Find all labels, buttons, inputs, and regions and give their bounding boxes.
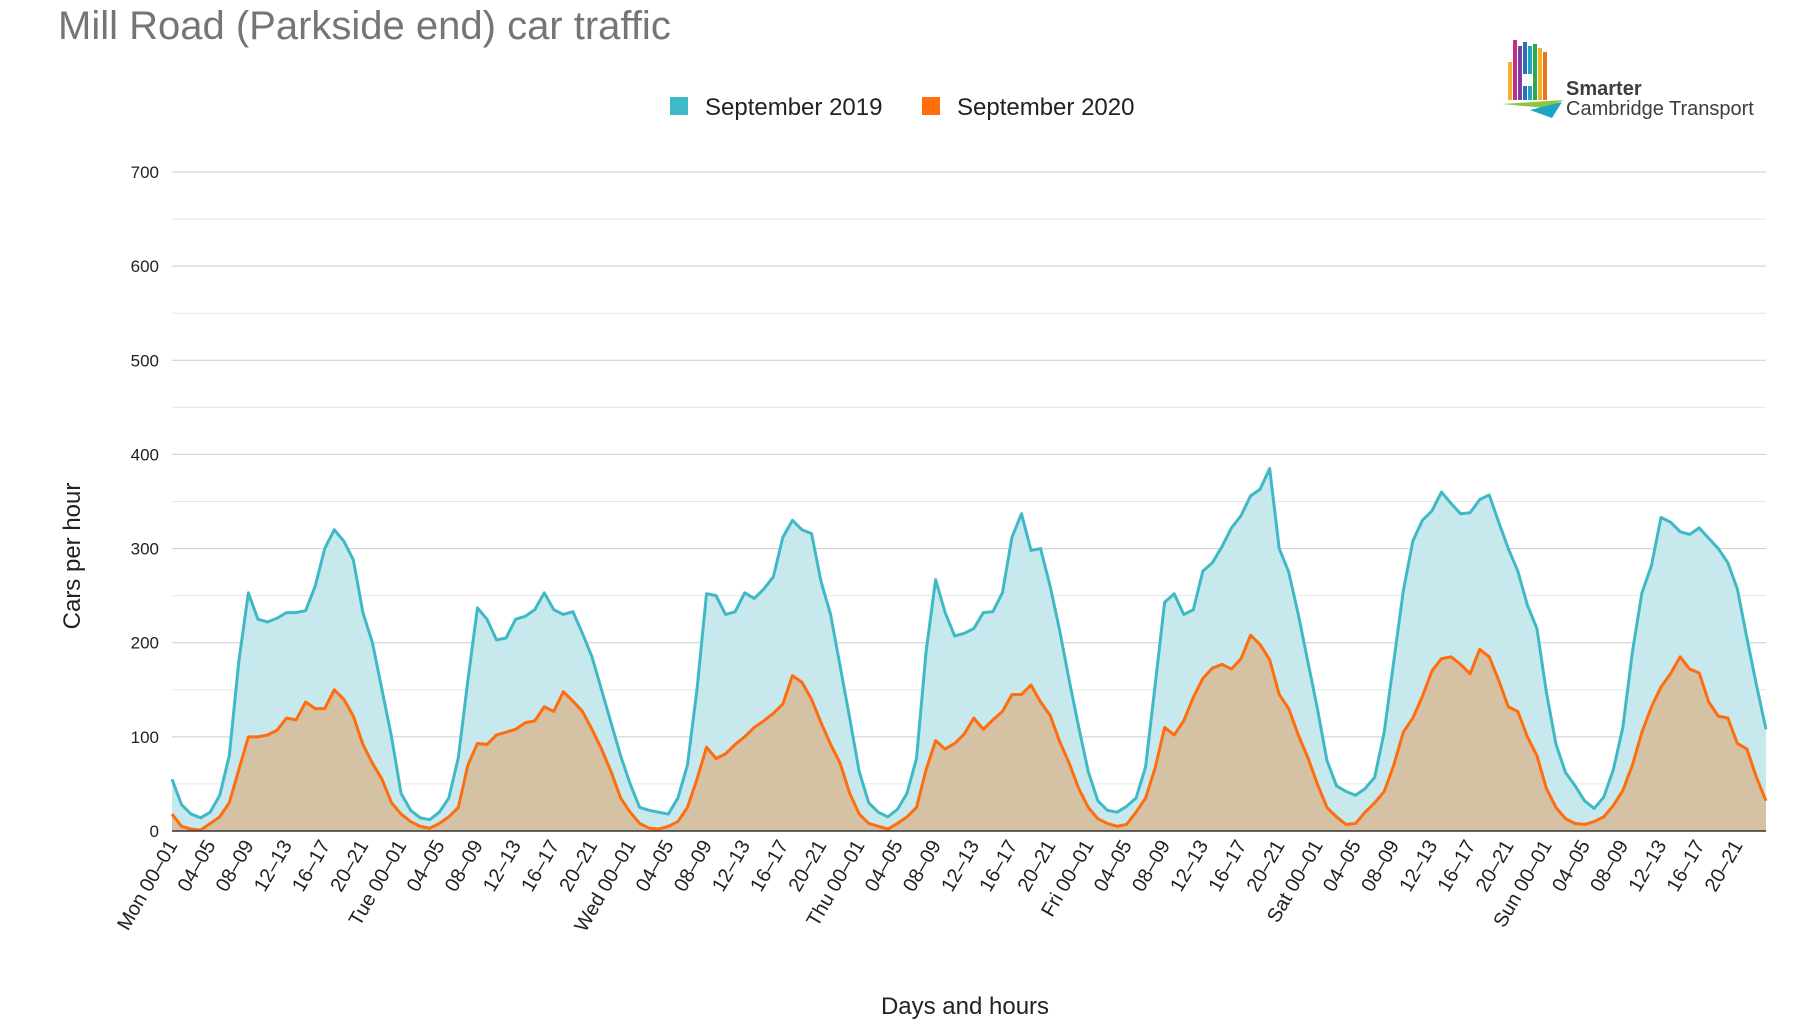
legend-label-2020: September 2020	[957, 94, 1134, 121]
logo-mark-icon	[1502, 40, 1564, 118]
series-line-0	[170, 467, 1768, 822]
x-tick-label: Mon 00–01	[113, 837, 182, 935]
y-tick-label: 0	[150, 822, 159, 841]
x-tick-label: 16–17	[746, 837, 793, 896]
x-tick-label: 16–17	[975, 837, 1022, 896]
x-tick-label: 12–13	[250, 837, 297, 896]
x-tick-label: 16–17	[288, 837, 335, 896]
x-tick-label: 08–09	[670, 837, 717, 896]
series-area-1	[172, 635, 1766, 831]
x-tick-label: 12–13	[937, 837, 984, 896]
y-tick-labels: 0 100 200 300 400 500 600 700	[131, 163, 159, 841]
x-tick-label: 08–09	[441, 837, 488, 896]
series-line-1	[170, 633, 1768, 832]
x-tick-label: 08–09	[1128, 837, 1175, 896]
x-tick-label: 04–05	[1090, 837, 1137, 896]
x-tick-label: 08–09	[899, 837, 946, 896]
x-tick-label: 12–13	[479, 837, 526, 896]
legend-swatch-2020	[922, 97, 940, 115]
y-tick-label: 500	[131, 351, 159, 370]
x-tick-label: 12–13	[1624, 837, 1671, 896]
y-tick-label: 400	[131, 445, 159, 464]
x-tick-label: 04–05	[174, 837, 221, 896]
y-tick-label: 200	[131, 634, 159, 653]
x-tick-label: 04–05	[1319, 837, 1366, 896]
legend: September 2019 September 2020	[670, 94, 1134, 121]
smarter-cambridge-transport-logo: Smarter Cambridge Transport	[1500, 38, 1780, 128]
series-areas	[172, 468, 1766, 831]
x-tick-label: 16–17	[1204, 837, 1251, 896]
x-axis-label: Days and hours	[881, 993, 1049, 1020]
chart-title: Mill Road (Parkside end) car traffic	[58, 4, 671, 48]
x-tick-label: 04–05	[632, 837, 679, 896]
x-tick-label: 12–13	[1166, 837, 1213, 896]
series-lines	[170, 467, 1768, 832]
y-tick-label: 300	[131, 540, 159, 559]
x-tick-label: 08–09	[1586, 837, 1633, 896]
x-tick-label: 12–13	[708, 837, 755, 896]
x-tick-label: 20–21	[1701, 837, 1748, 896]
x-tick-label: 08–09	[212, 837, 259, 896]
logo-text-line2: Cambridge Transport	[1566, 98, 1754, 120]
y-tick-label: 700	[131, 163, 159, 182]
logo-text-line1: Smarter	[1566, 78, 1642, 100]
x-tick-label: 04–05	[403, 837, 450, 896]
x-tick-label: 16–17	[517, 837, 564, 896]
x-tick-label: 08–09	[1357, 837, 1404, 896]
x-tick-label: 12–13	[1395, 837, 1442, 896]
legend-label-2019: September 2019	[705, 94, 882, 121]
y-axis-label: Cars per hour	[59, 483, 86, 630]
x-tick-label: 04–05	[1548, 837, 1595, 896]
y-tick-label: 100	[131, 728, 159, 747]
x-tick-label: 16–17	[1434, 837, 1481, 896]
legend-swatch-2019	[670, 97, 688, 115]
x-tick-label: 16–17	[1663, 837, 1710, 896]
x-tick-label: 04–05	[861, 837, 908, 896]
y-tick-label: 600	[131, 257, 159, 276]
